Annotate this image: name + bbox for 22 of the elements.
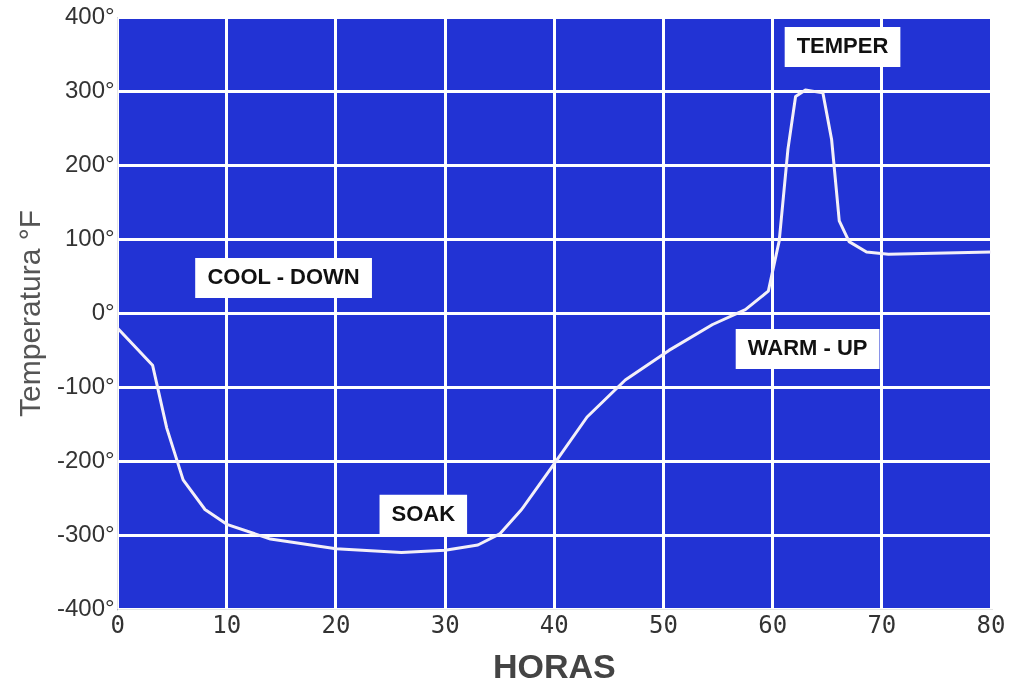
- y-tick-label: 400°: [64, 2, 115, 30]
- x-tick-label: 10: [212, 611, 242, 640]
- annotation: COOL - DOWN: [207, 263, 360, 289]
- y-axis-title: Temperatura °F: [13, 209, 47, 417]
- y-tick-label: 100°: [64, 224, 115, 252]
- x-axis-title: HORAS: [492, 646, 616, 685]
- y-tick-label: 0°: [91, 298, 115, 326]
- y-tick-label: 300°: [64, 76, 115, 104]
- annotation: TEMPER: [796, 33, 889, 59]
- y-tick-label: -300°: [56, 520, 115, 548]
- x-tick-label: 60: [758, 611, 788, 640]
- x-tick-label: 50: [649, 611, 678, 640]
- x-tick-label: 30: [430, 611, 460, 640]
- x-tick-label: 70: [867, 611, 897, 640]
- x-tick-label: 40: [539, 611, 569, 640]
- x-tick-label: 80: [976, 611, 1006, 640]
- x-tick-label: 20: [321, 611, 351, 640]
- y-tick-label: -200°: [56, 446, 115, 474]
- annotation: SOAK: [391, 500, 456, 526]
- y-tick-label: -100°: [56, 372, 115, 400]
- annotation: WARM - UP: [747, 334, 868, 360]
- y-tick-label: 200°: [64, 150, 115, 178]
